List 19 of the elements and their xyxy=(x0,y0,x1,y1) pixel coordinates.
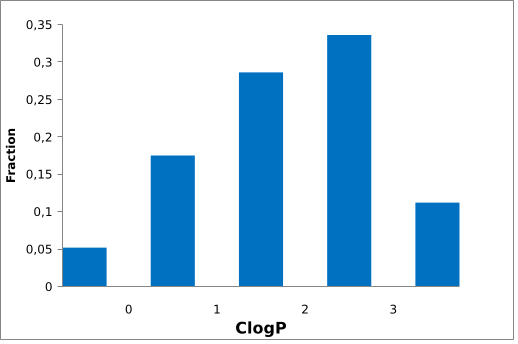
bar xyxy=(62,248,107,286)
y-tick-label: 0,2 xyxy=(33,130,53,144)
bar xyxy=(150,156,195,286)
y-tick-label: 0,1 xyxy=(33,205,53,220)
y-axis-title: Fraction xyxy=(4,128,18,184)
x-tick-label: 1 xyxy=(213,302,221,316)
bar xyxy=(327,34,372,286)
y-tick-label: 0 xyxy=(44,280,53,294)
bar xyxy=(415,202,460,286)
y-tick-label: 0,3 xyxy=(33,55,53,70)
y-tick-label: 0,25 xyxy=(26,92,52,107)
x-tick-label: 2 xyxy=(301,302,309,316)
y-tick-label: 0,35 xyxy=(26,18,52,32)
y-tick-label: 0,15 xyxy=(26,168,52,182)
x-axis-title: ClogP xyxy=(235,318,287,338)
x-tick-label: 0 xyxy=(124,302,132,316)
bar xyxy=(238,72,284,286)
y-tick-label: 0,05 xyxy=(26,242,52,257)
x-tick-label: 3 xyxy=(390,302,398,316)
